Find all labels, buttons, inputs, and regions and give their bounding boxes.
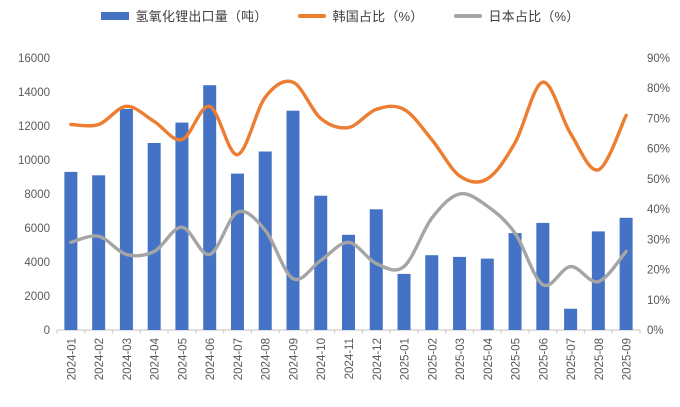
x-axis-label: 2024-10 xyxy=(316,338,328,380)
x-axis-label: 2025-04 xyxy=(483,337,495,380)
x-axis-label: 2025-02 xyxy=(427,338,439,380)
x-axis-label: 2024-02 xyxy=(94,338,106,380)
x-axis-label: 2024-04 xyxy=(150,337,162,380)
bar-2025-03 xyxy=(453,256,467,330)
bar-series-swatch-icon xyxy=(100,11,129,20)
legend-label-korea-share: 韩国占比（%） xyxy=(332,9,424,24)
left-axis-tick-label: 4000 xyxy=(24,257,50,269)
korea-line-swatch-icon xyxy=(297,13,326,18)
right-axis-tick-label: 10% xyxy=(647,295,670,307)
bar-2024-06 xyxy=(203,85,217,330)
x-axis-label: 2024-07 xyxy=(233,338,245,380)
x-axis-label: 2025-09 xyxy=(622,338,634,380)
bar-2025-06 xyxy=(536,222,550,330)
bar-2024-01 xyxy=(64,171,78,330)
left-axis-tick-label: 6000 xyxy=(24,223,50,235)
left-axis-tick-label: 12000 xyxy=(18,121,50,133)
legend-item-export-volume: 氢氧化锂出口量（吨） xyxy=(100,6,268,25)
left-axis-tick-label: 2000 xyxy=(24,291,50,303)
x-axis-label: 2024-12 xyxy=(372,338,384,380)
x-axis-label: 2025-08 xyxy=(594,338,606,380)
bar-2025-07 xyxy=(564,308,578,330)
bar-2025-05 xyxy=(508,233,522,330)
legend-label-japan-share: 日本占比（%） xyxy=(488,9,580,24)
right-axis-tick-label: 20% xyxy=(647,265,670,277)
x-axis-label: 2024-11 xyxy=(344,338,356,379)
legend-item-japan-share: 日本占比（%） xyxy=(453,6,580,25)
bar-2024-04 xyxy=(147,143,161,330)
left-axis-tick-label: 16000 xyxy=(18,53,50,65)
bar-2024-12 xyxy=(369,209,383,330)
left-axis-tick-label: 14000 xyxy=(18,87,50,99)
x-axis-label: 2025-07 xyxy=(566,338,578,380)
left-axis-tick-label: 0 xyxy=(44,325,50,337)
bar-2024-09 xyxy=(286,110,300,330)
bar-2024-08 xyxy=(258,151,272,330)
legend-label-export-volume: 氢氧化锂出口量（吨） xyxy=(135,9,268,24)
x-axis-label: 2025-03 xyxy=(455,338,467,380)
x-axis-label: 2024-09 xyxy=(288,338,300,380)
left-axis-tick-label: 10000 xyxy=(18,155,50,167)
japan-line-swatch-icon xyxy=(453,13,482,18)
bar-2025-02 xyxy=(425,255,439,330)
right-axis-tick-label: 70% xyxy=(647,113,670,125)
chart-legend: 氢氧化锂出口量（吨） 韩国占比（%） 日本占比（%） xyxy=(0,6,680,25)
bar-2025-09 xyxy=(619,217,633,330)
right-axis-tick-label: 0% xyxy=(647,325,664,337)
x-axis-label: 2024-01 xyxy=(66,338,78,380)
left-axis-tick-label: 8000 xyxy=(24,189,50,201)
x-axis-label: 2025-06 xyxy=(538,338,550,380)
korea-share-line xyxy=(69,79,628,184)
bar-2025-01 xyxy=(397,273,411,330)
right-axis-tick-label: 40% xyxy=(647,204,670,216)
x-axis-label: 2024-05 xyxy=(177,338,189,380)
bar-2024-10 xyxy=(314,195,328,330)
right-axis-tick-label: 60% xyxy=(647,144,670,156)
x-axis-label: 2024-06 xyxy=(205,338,217,380)
legend-item-korea-share: 韩国占比（%） xyxy=(297,6,424,25)
x-axis-label: 2024-03 xyxy=(122,338,134,380)
bar-2025-04 xyxy=(480,258,494,330)
bar-2024-07 xyxy=(230,173,244,330)
right-axis-tick-label: 50% xyxy=(647,174,670,186)
japan-share-line xyxy=(69,191,628,288)
right-axis-tick-label: 30% xyxy=(647,234,670,246)
x-axis-label: 2025-01 xyxy=(400,338,412,380)
x-axis-label: 2025-05 xyxy=(511,338,523,380)
right-axis-tick-label: 80% xyxy=(647,83,670,95)
x-axis-label: 2024-08 xyxy=(261,338,273,380)
bar-2024-02 xyxy=(92,175,106,330)
bar-2024-11 xyxy=(342,234,355,330)
right-axis-tick-label: 90% xyxy=(647,53,670,65)
bar-2024-03 xyxy=(119,109,133,330)
